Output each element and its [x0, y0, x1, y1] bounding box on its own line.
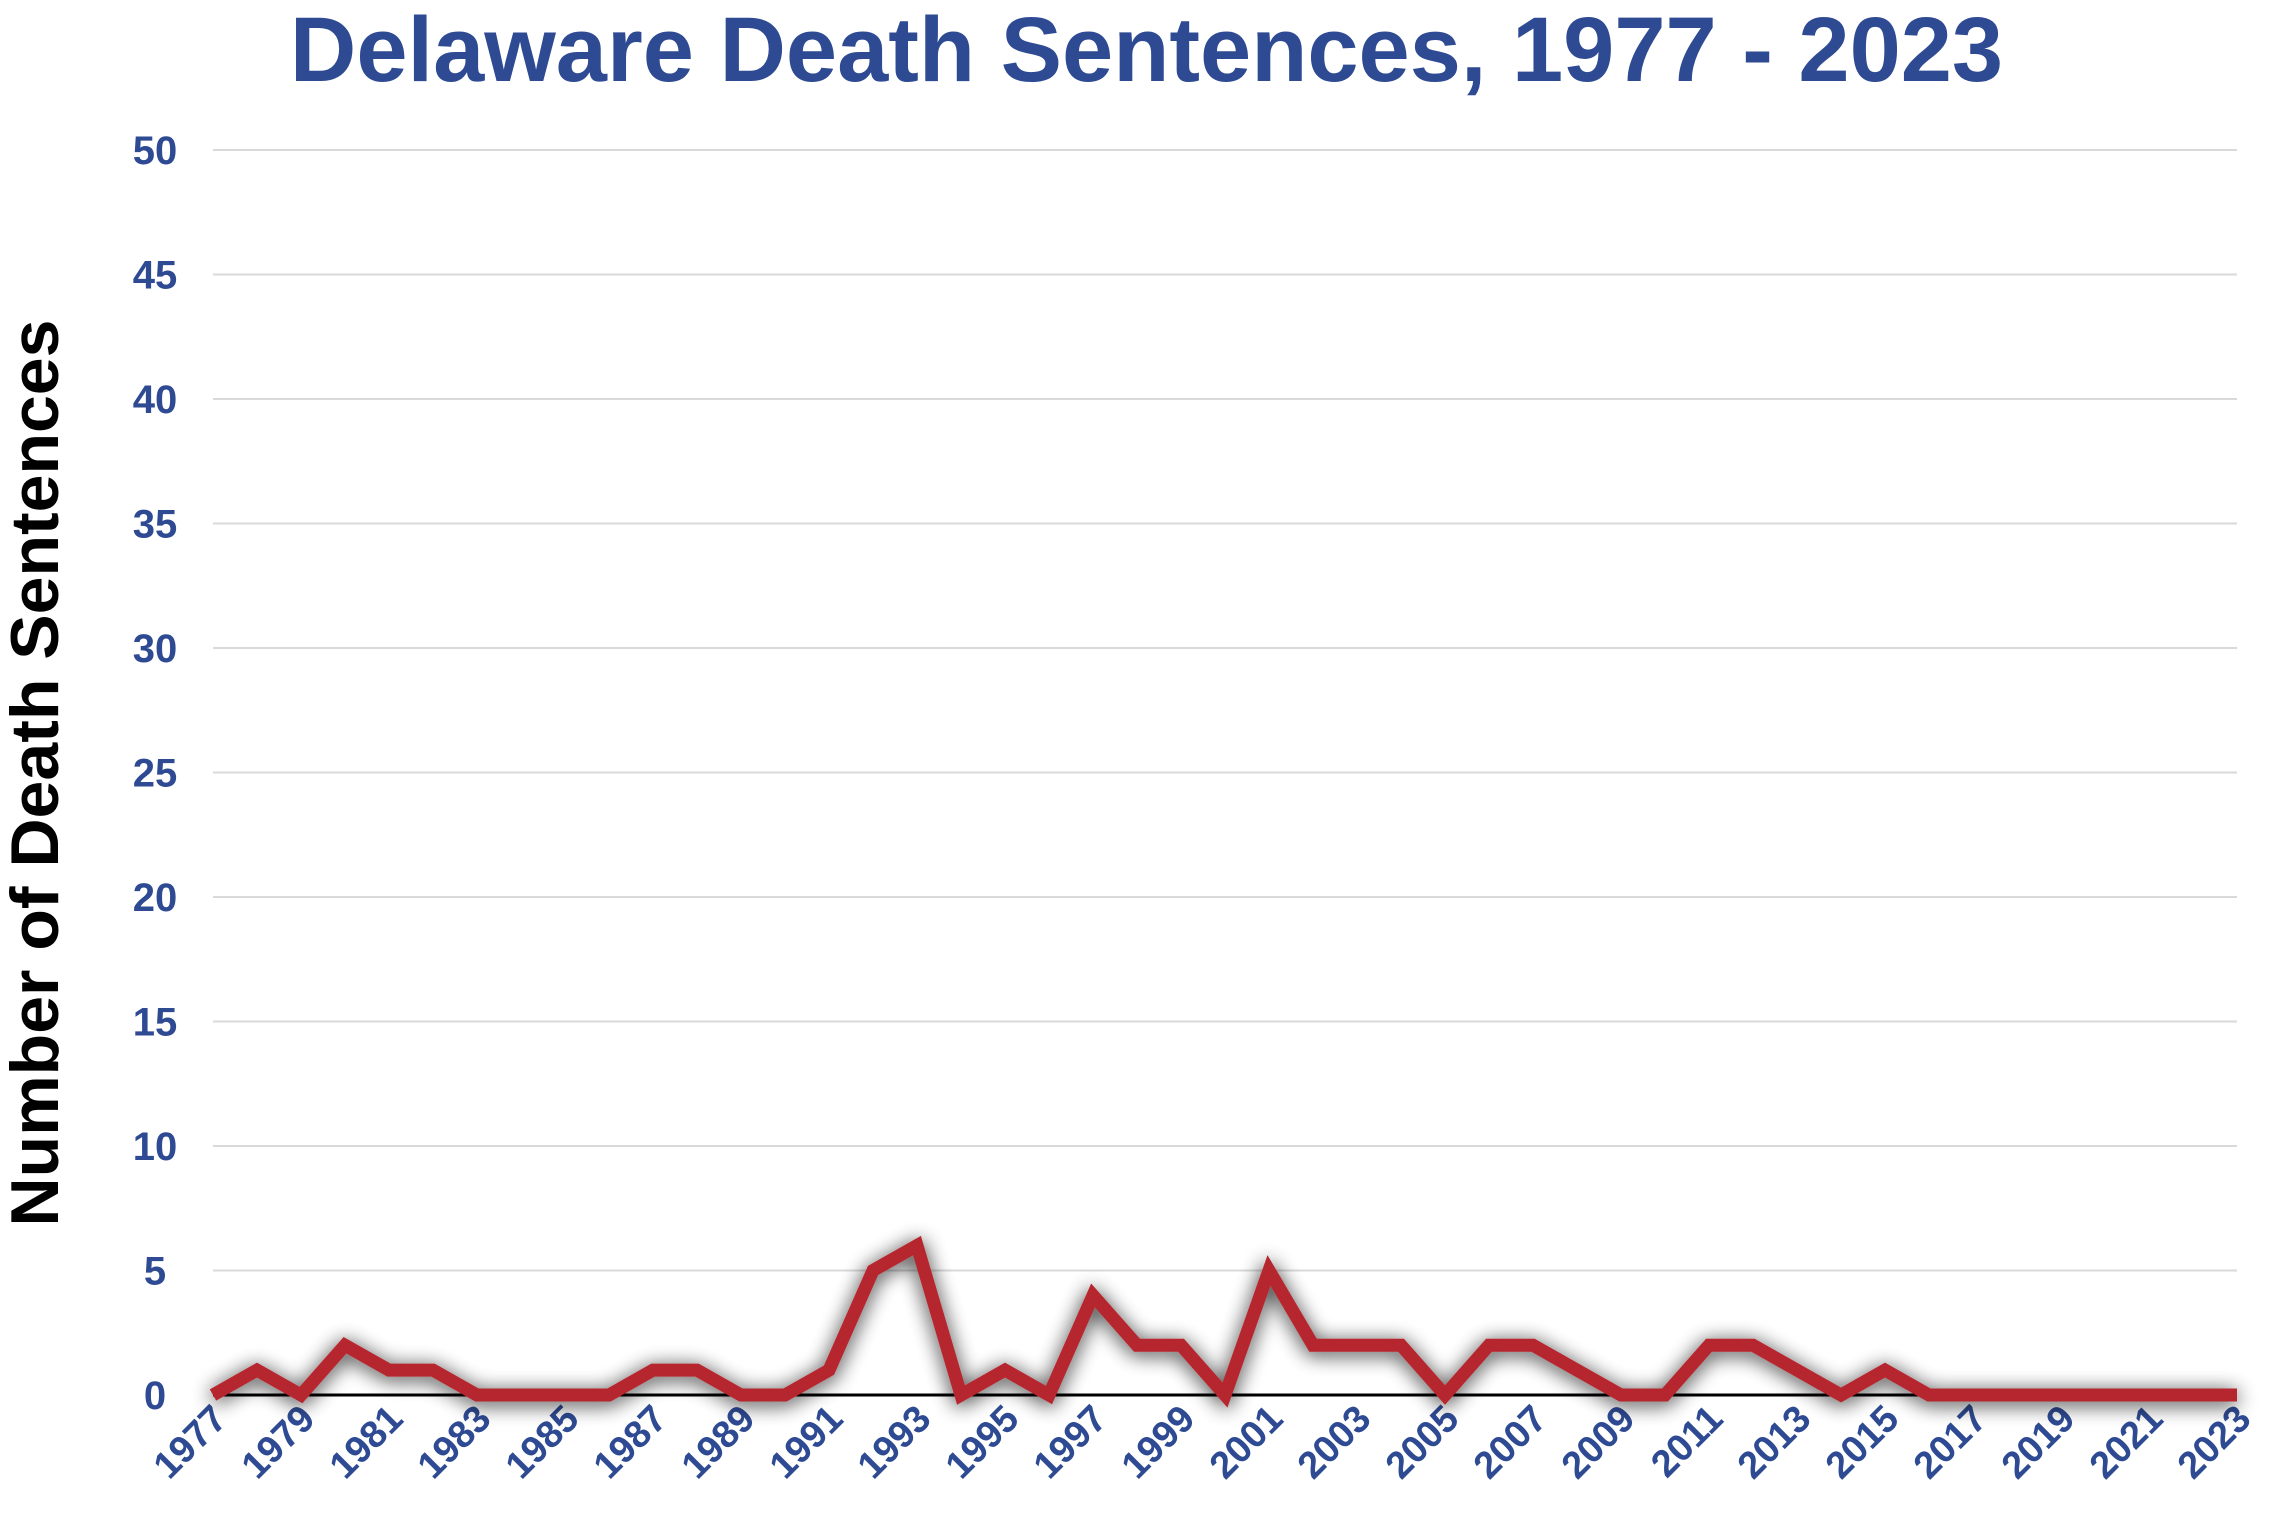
- y-tick-label: 30: [133, 627, 178, 671]
- x-tick-label: 1991: [762, 1398, 851, 1487]
- x-axis-ticks: 1977197919811983198519871989199119931995…: [146, 1398, 2259, 1487]
- y-tick-label: 25: [133, 752, 178, 796]
- x-tick-label: 1985: [498, 1398, 587, 1487]
- y-tick-label: 20: [133, 876, 178, 920]
- y-tick-label: 40: [133, 378, 178, 422]
- x-tick-label: 2003: [1290, 1398, 1379, 1487]
- y-tick-label: 45: [133, 254, 178, 298]
- gridlines: [213, 149, 2237, 1397]
- y-tick-label: 0: [144, 1374, 166, 1418]
- x-tick-label: 2023: [2170, 1398, 2259, 1487]
- y-tick-label: 10: [133, 1125, 178, 1169]
- chart-title: Delaware Death Sentences, 1977 - 2023: [289, 0, 2004, 101]
- x-tick-label: 2011: [1643, 1398, 1731, 1486]
- y-axis-label: Number of Death Sentences: [0, 320, 73, 1227]
- x-tick-label: 1997: [1026, 1398, 1115, 1487]
- x-tick-label: 2001: [1202, 1398, 1291, 1487]
- x-tick-label: 2021: [2082, 1398, 2171, 1487]
- x-tick-label: 2005: [1378, 1398, 1467, 1487]
- x-tick-label: 1995: [938, 1398, 1027, 1487]
- x-tick-label: 1981: [322, 1398, 411, 1487]
- x-tick-label: 1989: [674, 1398, 763, 1487]
- x-tick-label: 2017: [1906, 1398, 1995, 1487]
- x-tick-label: 1993: [850, 1398, 939, 1487]
- x-tick-label: 1987: [586, 1398, 675, 1487]
- x-tick-label: 2009: [1554, 1398, 1643, 1487]
- series-layer: [209, 1235, 2237, 1408]
- y-tick-label: 5: [144, 1250, 166, 1294]
- x-tick-label: 2013: [1730, 1398, 1819, 1487]
- y-tick-label: 15: [133, 1001, 178, 1045]
- x-tick-label: 2019: [1994, 1398, 2083, 1487]
- x-tick-label: 1999: [1114, 1398, 1203, 1487]
- series-line: [209, 1235, 2237, 1408]
- y-tick-label: 35: [133, 503, 178, 547]
- x-tick-label: 2007: [1466, 1398, 1555, 1487]
- x-tick-label: 1983: [410, 1398, 499, 1487]
- x-tick-label: 1979: [234, 1398, 323, 1487]
- y-axis-ticks: 0 5 10 15 20 25 30 35 40 45 50: [133, 129, 178, 1418]
- y-tick-label: 50: [133, 129, 178, 173]
- x-tick-label: 2015: [1818, 1398, 1907, 1487]
